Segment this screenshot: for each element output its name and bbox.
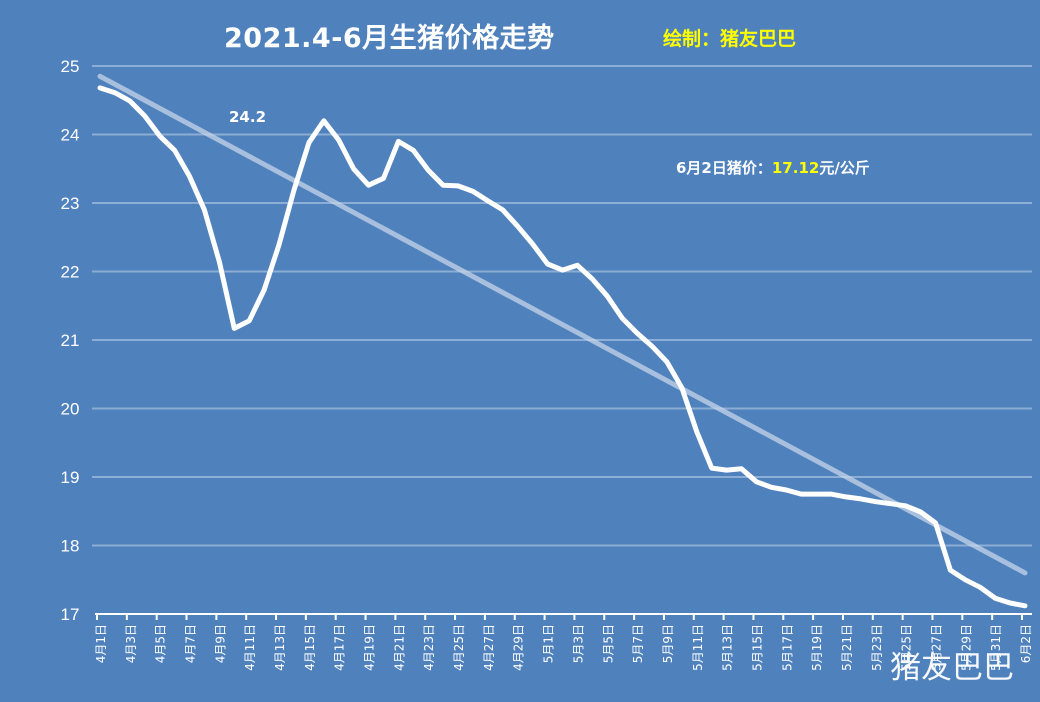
watermark: 猪友巴巴 [890,650,1014,686]
x-tick-label: 4月1日 [94,624,108,663]
price-line [97,85,1028,609]
x-tick-label: 5月25日 [900,624,914,671]
x-tick-label: 4月27日 [482,624,496,671]
drop-lines [99,87,1026,614]
x-tick-label: 5月5日 [601,624,615,663]
trend-line [97,73,1028,576]
x-tick-label: 4月17日 [333,624,347,671]
x-tick-label: 6月2日 [1019,624,1033,663]
chart-title: 2021.4-6月生猪价格走势 [224,23,555,54]
x-tick-label: 5月23日 [870,624,884,671]
x-tick-label: 5月19日 [810,624,824,671]
y-axis: 17 18 19 20 21 22 23 24 25 [61,57,80,624]
y-tick-label: 23 [61,194,80,213]
credit-label: 绘制：猪友巴巴 [663,28,797,50]
x-tick-label: 4月7日 [184,624,198,663]
y-tick-label: 24 [61,126,80,145]
x-tick-label: 4月5日 [154,624,168,663]
latest-unit: 元/公斤 [819,159,870,177]
x-tick-label: 5月1日 [542,624,556,663]
latest-price-note: 6月2日猪价：17.12元/公斤 [676,157,870,178]
x-tick-label: 5月17日 [780,624,794,671]
y-tick-label: 19 [61,468,80,487]
x-tick-label: 5月21日 [840,624,854,671]
y-tick-label: 22 [61,263,80,282]
x-tick-label: 4月11日 [243,624,257,671]
x-tick-label: 4月13日 [273,624,287,671]
x-tick-label: 5月27日 [929,624,943,671]
x-tick-label: 5月13日 [721,624,735,671]
x-tick-label: 5月31日 [989,624,1003,671]
x-tick-label: 5月15日 [750,624,764,671]
latest-value: 17.12 [771,159,820,177]
x-tick-label: 5月7日 [631,624,645,663]
x-tick-label: 4月15日 [303,624,317,671]
latest-prefix: 6月2日猪价： [676,159,772,177]
x-tick-label: 4月9日 [213,624,227,663]
x-tick-label: 5月11日 [691,624,705,671]
x-tick-label: 4月19日 [363,624,377,671]
x-tick-label: 4月23日 [422,624,436,671]
x-tick-label: 5月29日 [959,624,973,671]
y-tick-label: 25 [61,57,80,76]
y-tick-label: 20 [61,400,80,419]
x-tick-label: 5月3日 [571,624,585,663]
x-tick-label: 4月29日 [512,624,526,671]
y-tick-label: 21 [61,331,80,350]
x-tick-label: 4月21日 [392,624,406,671]
x-axis: 4月1日 4月3日 4月5日 4月7日 4月9日 4月11日 4月13日 4月15日 4月17日… [94,613,1033,671]
y-tick-label: 17 [61,605,80,624]
x-tick-label: 4月25日 [452,624,466,671]
x-tick-label: 4月3日 [124,624,138,663]
x-tick-label: 5月9日 [661,624,675,663]
y-tick-label: 18 [61,537,80,556]
peak-label: 24.2 [229,108,267,126]
